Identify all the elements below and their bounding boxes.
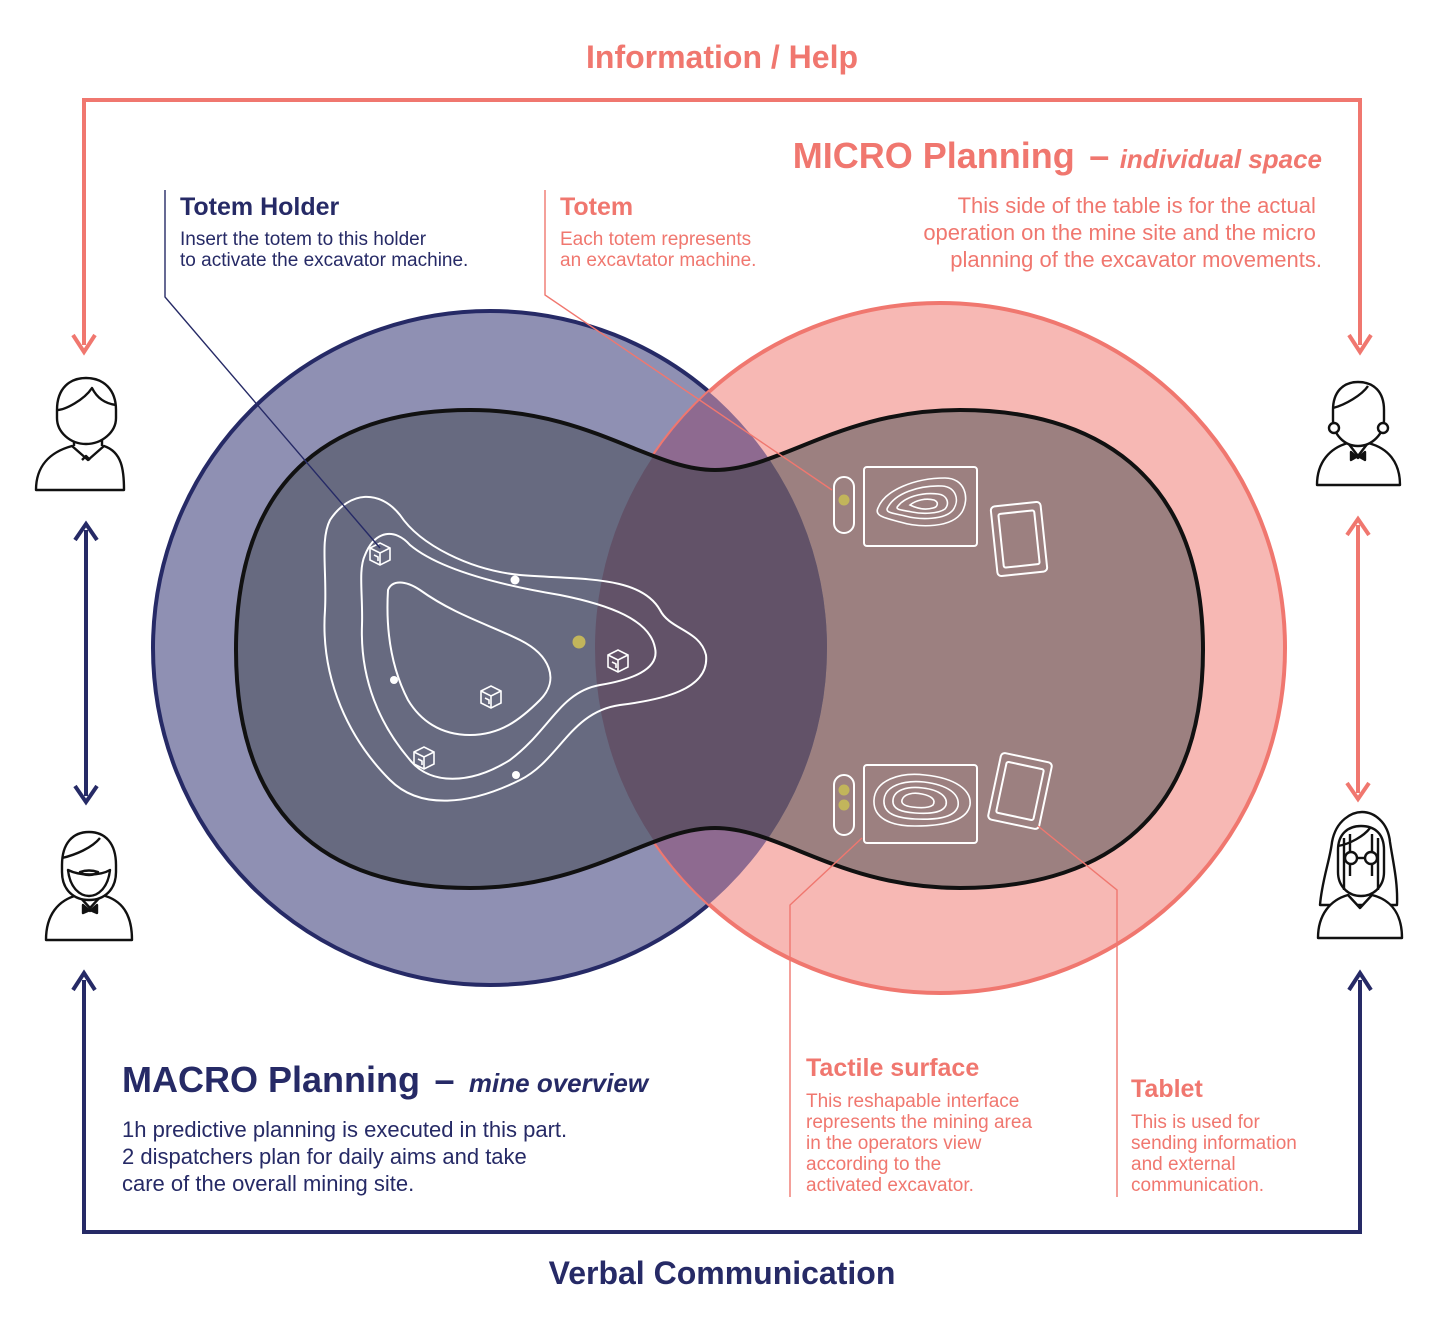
verbal-communication-connector bbox=[71, 969, 1373, 1234]
mine-contour-map bbox=[323, 495, 708, 802]
glasses-user-icon bbox=[1316, 810, 1404, 940]
tactile-surface-title: Tactile surface bbox=[806, 1054, 979, 1082]
user-icon bbox=[34, 376, 126, 492]
micro-planning-heading: MICRO Planning – individual space bbox=[793, 135, 1322, 176]
tactile-surface-description: This reshapable interface represents the… bbox=[806, 1091, 1037, 1196]
totem-holder-description: Insert the totem to this holder to activ… bbox=[180, 229, 468, 271]
macro-planning-description: 1h predictive planning is executed in th… bbox=[122, 1117, 573, 1196]
totem-leader bbox=[544, 190, 833, 491]
bearded-user-icon bbox=[44, 830, 134, 942]
tablet-description: This is used for sending information and… bbox=[1131, 1112, 1302, 1196]
information-help-label: Information / Help bbox=[586, 39, 858, 75]
totem-holder-leader bbox=[164, 190, 381, 549]
tactile-surface-bottom bbox=[863, 764, 978, 844]
right-two-way-arrow bbox=[1345, 515, 1371, 803]
excavator-cube-icon bbox=[413, 746, 435, 770]
tablet-icon bbox=[989, 500, 1049, 578]
information-help-connector bbox=[71, 98, 1373, 356]
tablet-icon bbox=[987, 752, 1053, 830]
totem-holder-title: Totem Holder bbox=[180, 193, 340, 221]
excavator-cube-icon bbox=[480, 685, 502, 709]
totem-holder-top bbox=[833, 476, 855, 534]
totem-description: Each totem represents an excavtator mach… bbox=[560, 229, 756, 271]
totem-holder-bottom bbox=[833, 774, 855, 836]
micro-planning-description: This side of the table is for the actual… bbox=[923, 193, 1322, 272]
interactive-table bbox=[236, 410, 1203, 888]
tablet-title: Tablet bbox=[1131, 1075, 1203, 1103]
excavator-cube-icon bbox=[607, 649, 629, 673]
left-two-way-arrow bbox=[73, 520, 99, 806]
tactile-surface-leader bbox=[789, 837, 863, 1197]
map-markers bbox=[390, 575, 520, 779]
totem-title: Totem bbox=[560, 193, 633, 221]
female-user-icon bbox=[1315, 380, 1402, 487]
verbal-communication-label: Verbal Communication bbox=[549, 1255, 896, 1291]
excavator-cube-icon bbox=[369, 542, 391, 566]
macro-planning-heading: MACRO Planning – mine overview bbox=[122, 1059, 650, 1100]
tactile-surface-top bbox=[863, 466, 978, 547]
totem-marker bbox=[572, 635, 586, 649]
tablet-leader bbox=[1037, 825, 1118, 1197]
